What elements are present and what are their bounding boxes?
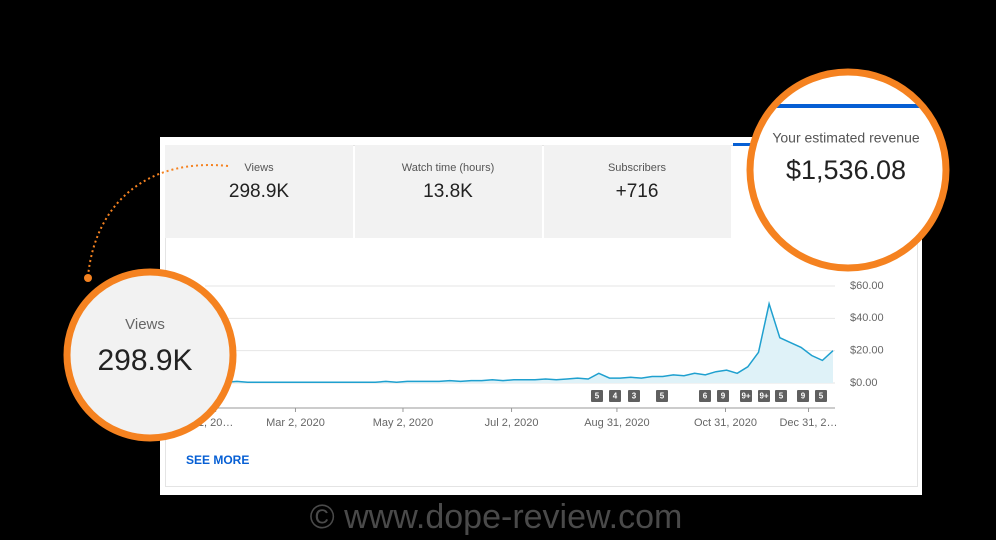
tab-label: Views: [244, 162, 274, 174]
revenue-callout-ring: [746, 68, 950, 272]
chart: $60.00$40.00$20.00$0.001, 20… Mar 2, 2020…: [198, 280, 884, 429]
badge: [758, 390, 770, 402]
badge: [656, 390, 668, 402]
y-tick-label: $0.00: [850, 377, 878, 389]
badge-label: 9: [801, 392, 806, 401]
x-tick-label: Jul 2, 2020: [485, 417, 539, 429]
callout-label: Views: [125, 316, 165, 333]
badge: [609, 390, 621, 402]
line: [205, 300, 834, 383]
badge: [591, 390, 603, 402]
views-callout: [63, 268, 237, 442]
connector: [87, 164, 229, 277]
x-tick-label: Oct 31, 2020: [694, 417, 757, 429]
badge: [699, 390, 711, 402]
badge: [775, 390, 787, 402]
badge-label: 5: [779, 392, 784, 401]
y-tick-label: $60.00: [850, 280, 884, 292]
badge: [815, 390, 827, 402]
tab-value: 13.8K: [423, 181, 473, 202]
x-tick-label: May 2, 2020: [373, 417, 434, 429]
tab-label: Watch time (hours): [402, 162, 495, 174]
badge-label: 6: [703, 392, 708, 401]
badge: [740, 390, 752, 402]
badge-label: 4: [613, 392, 618, 401]
tab[interactable]: [544, 145, 731, 238]
tab-value: +716: [616, 181, 659, 202]
connector-dot: [84, 274, 92, 282]
badge-label: 5: [595, 392, 600, 401]
y-tick-label: $20.00: [850, 345, 884, 357]
x-tick-label: Dec 31, 2…: [779, 417, 837, 429]
callout-value: 298.9K: [97, 344, 192, 377]
badge: [797, 390, 809, 402]
badge-label: 9+: [741, 392, 750, 401]
watermark: © www.dope-review.com: [310, 498, 683, 536]
badge-label: 5: [819, 392, 824, 401]
callout-label: Your estimated revenue: [772, 130, 920, 146]
x-tick-label: Aug 31, 2020: [584, 417, 649, 429]
x-tick-label: Mar 2, 2020: [266, 417, 325, 429]
y-tick-label: $40.00: [850, 312, 884, 324]
area: [205, 303, 833, 383]
tab[interactable]: [355, 145, 542, 238]
badge-label: 9: [721, 392, 726, 401]
badge: [628, 390, 640, 402]
tab-value: 298.9K: [229, 181, 290, 202]
callout-value: $1,536.08: [786, 155, 906, 185]
tab-indicator: [750, 104, 930, 108]
badge-label: 9+: [759, 392, 768, 401]
tab[interactable]: [165, 145, 353, 238]
badge-label: 5: [660, 392, 665, 401]
revenue-callout: [750, 72, 946, 268]
badge-label: 3: [632, 392, 637, 401]
see-more-link[interactable]: SEE MORE: [186, 453, 249, 467]
tab-label: Subscribers: [608, 162, 667, 174]
badge: [717, 390, 729, 402]
